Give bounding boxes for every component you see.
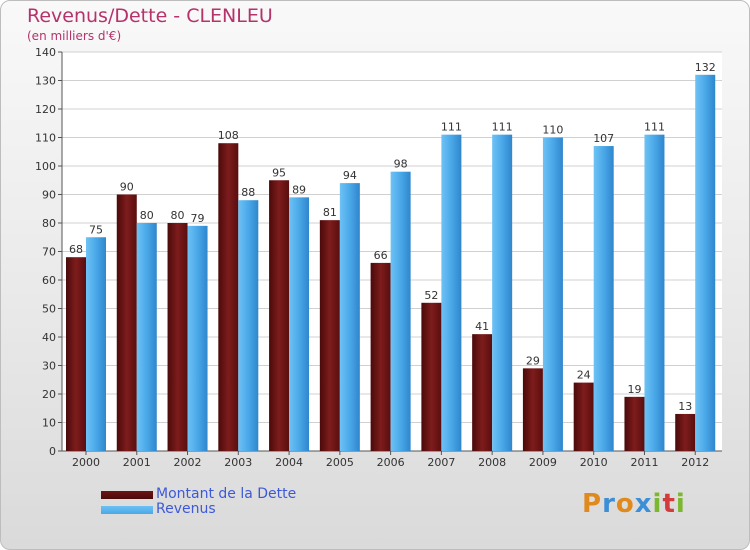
data-label-dette: 41 xyxy=(475,320,489,333)
data-label-dette: 108 xyxy=(218,129,239,142)
bar-dette xyxy=(522,368,543,451)
y-tick-label: 120 xyxy=(35,103,56,116)
y-tick-label: 100 xyxy=(35,160,56,173)
bar-revenus xyxy=(695,74,716,452)
y-tick-label: 110 xyxy=(35,132,56,145)
y-tick-label: 130 xyxy=(35,75,56,88)
y-tick-label: 90 xyxy=(42,189,56,202)
logo-letter: i xyxy=(652,489,663,519)
data-label-dette: 68 xyxy=(69,243,83,256)
bar-revenus xyxy=(593,146,614,452)
bar-revenus xyxy=(339,183,360,451)
data-label-dette: 19 xyxy=(627,383,641,396)
bar-revenus xyxy=(86,237,106,451)
bar-dette xyxy=(116,194,137,451)
y-tick-label: 140 xyxy=(35,46,56,59)
proxiti-logo: Proxiti xyxy=(582,489,686,519)
bar-dette xyxy=(218,143,239,451)
bar-revenus xyxy=(441,134,462,451)
x-tick-label: 2007 xyxy=(427,456,455,469)
x-tick-label: 2005 xyxy=(326,456,354,469)
bar-dette xyxy=(675,413,696,451)
legend-swatch-dette xyxy=(101,490,153,499)
bar-dette xyxy=(66,257,86,451)
x-tick-label: 2006 xyxy=(377,456,405,469)
chart-title: Revenus/Dette - CLENLEU xyxy=(27,5,273,27)
data-label-dette: 90 xyxy=(120,181,134,194)
logo-letter: P xyxy=(582,489,603,519)
bar-dette xyxy=(624,396,645,451)
x-tick-label: 2004 xyxy=(275,456,303,469)
y-tick-label: 70 xyxy=(42,246,56,259)
logo-letter: i xyxy=(675,489,686,519)
bar-revenus xyxy=(136,223,157,451)
y-tick-label: 80 xyxy=(42,217,56,230)
x-tick-label: 2002 xyxy=(174,456,202,469)
bar-revenus xyxy=(492,134,513,451)
logo-letter: o xyxy=(615,489,635,519)
data-label-dette: 81 xyxy=(323,206,337,219)
x-tick-label: 2011 xyxy=(630,456,658,469)
chart-subtitle: (en milliers d'€) xyxy=(27,29,122,43)
data-label-revenus: 94 xyxy=(343,169,357,182)
x-tick-label: 2000 xyxy=(72,456,100,469)
data-label-dette: 24 xyxy=(577,369,591,382)
data-label-dette: 80 xyxy=(171,209,185,222)
legend-label-dette: Montant de la Dette xyxy=(156,486,297,502)
data-label-dette: 13 xyxy=(678,400,692,413)
bar-revenus xyxy=(390,171,411,451)
x-tick-label: 2003 xyxy=(224,456,252,469)
legend-item-revenus: Revenus xyxy=(101,502,296,517)
legend-swatch-revenus xyxy=(101,505,153,514)
logo-letter: r xyxy=(602,489,616,519)
data-label-revenus: 107 xyxy=(593,132,614,145)
bar-dette xyxy=(573,382,594,451)
data-label-revenus: 88 xyxy=(241,186,255,199)
y-tick-label: 50 xyxy=(42,303,56,316)
y-tick-label: 30 xyxy=(42,360,56,373)
data-label-revenus: 80 xyxy=(140,209,154,222)
bar-dette xyxy=(269,180,290,451)
bar-dette xyxy=(421,302,442,451)
y-tick-label: 40 xyxy=(42,331,56,344)
data-label-revenus: 89 xyxy=(292,183,306,196)
legend-label-revenus: Revenus xyxy=(156,501,216,517)
data-label-revenus: 98 xyxy=(394,158,408,171)
bar-revenus xyxy=(644,134,665,451)
y-tick-label: 60 xyxy=(42,274,56,287)
legend-item-dette: Montant de la Dette xyxy=(101,487,296,502)
bar-dette xyxy=(319,220,340,451)
legend: Montant de la Dette Revenus xyxy=(101,487,296,517)
bar-dette xyxy=(370,262,391,451)
data-label-dette: 52 xyxy=(424,289,438,302)
data-label-dette: 29 xyxy=(526,354,540,367)
data-label-dette: 66 xyxy=(374,249,388,262)
x-tick-label: 2001 xyxy=(123,456,151,469)
x-tick-label: 2009 xyxy=(529,456,557,469)
data-label-revenus: 111 xyxy=(644,121,665,134)
logo-letter: x xyxy=(634,489,653,519)
x-tick-label: 2012 xyxy=(681,456,709,469)
bar-revenus xyxy=(542,137,563,451)
bar-revenus xyxy=(289,197,310,451)
data-label-revenus: 110 xyxy=(542,124,563,137)
data-label-revenus: 132 xyxy=(695,61,716,74)
data-label-revenus: 75 xyxy=(89,223,103,236)
x-tick-label: 2010 xyxy=(580,456,608,469)
y-tick-label: 10 xyxy=(42,417,56,430)
bar-revenus xyxy=(238,200,259,451)
data-label-revenus: 111 xyxy=(492,121,513,134)
data-label-dette: 95 xyxy=(272,166,286,179)
y-tick-label: 0 xyxy=(49,445,56,458)
bar-dette xyxy=(472,334,493,451)
logo-letter: t xyxy=(662,489,676,519)
data-label-revenus: 79 xyxy=(191,212,205,225)
y-tick-label: 20 xyxy=(42,388,56,401)
data-label-revenus: 111 xyxy=(441,121,462,134)
bar-dette xyxy=(167,223,188,451)
bar-revenus xyxy=(187,225,208,451)
x-tick-label: 2008 xyxy=(478,456,506,469)
